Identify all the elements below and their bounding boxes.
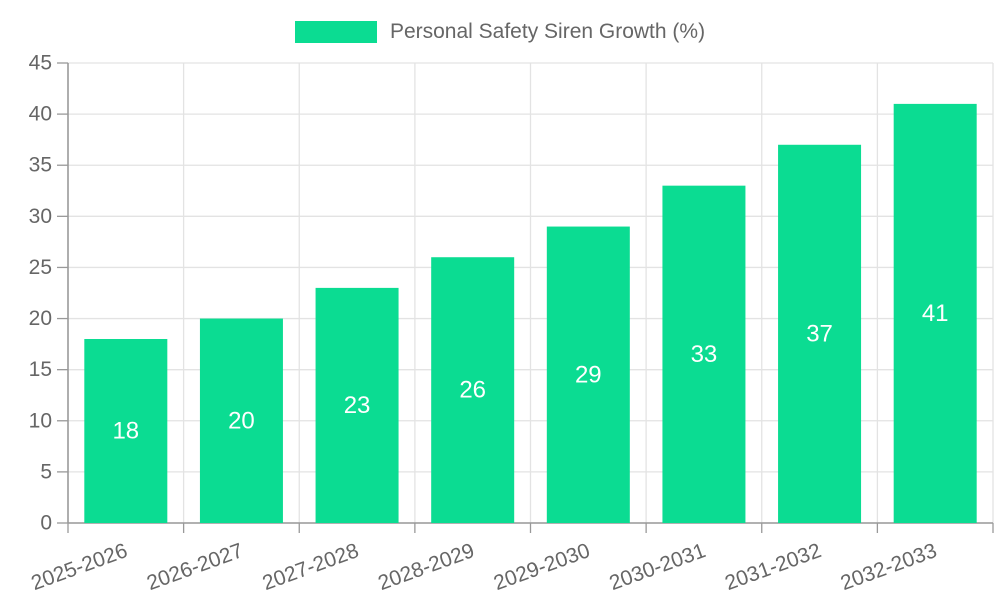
x-axis-label: 2026-2027 xyxy=(144,539,246,595)
chart-legend[interactable]: Personal Safety Siren Growth (%) xyxy=(0,21,1000,43)
y-axis-label: 20 xyxy=(29,307,52,330)
bar[interactable] xyxy=(431,257,515,523)
bar-value-label: 26 xyxy=(459,377,486,404)
y-axis-label: 25 xyxy=(29,256,52,279)
bar-value-label: 33 xyxy=(691,341,718,368)
bar-value-label: 41 xyxy=(922,300,949,327)
y-axis-label: 15 xyxy=(29,358,52,381)
x-axis-label: 2032-2033 xyxy=(838,539,940,595)
y-axis-label: 5 xyxy=(40,460,52,483)
bar-value-label: 37 xyxy=(806,320,833,347)
x-axis-label: 2028-2029 xyxy=(375,539,477,595)
x-axis-label: 2029-2030 xyxy=(491,539,593,595)
x-axis-label: 2030-2031 xyxy=(606,539,708,595)
bar[interactable] xyxy=(546,226,630,524)
bar[interactable] xyxy=(893,103,977,523)
x-axis-label: 2031-2032 xyxy=(722,539,824,595)
bar-value-label: 29 xyxy=(575,361,602,388)
bar[interactable] xyxy=(199,318,283,523)
bar-value-label: 23 xyxy=(344,392,371,419)
legend-swatch xyxy=(294,21,377,43)
bar[interactable] xyxy=(84,339,168,523)
y-axis-label: 10 xyxy=(29,409,52,432)
y-axis-label: 45 xyxy=(29,52,52,75)
bar[interactable] xyxy=(315,287,399,523)
bar-value-label: 20 xyxy=(228,407,255,434)
x-axis-label: 2025-2026 xyxy=(28,539,130,595)
y-axis-label: 0 xyxy=(40,512,52,535)
y-axis-label: 30 xyxy=(29,205,52,228)
y-axis-label: 40 xyxy=(29,103,52,126)
bar[interactable] xyxy=(778,144,862,523)
legend-label: Personal Safety Siren Growth (%) xyxy=(389,20,706,43)
y-axis-label: 35 xyxy=(29,154,52,177)
bar[interactable] xyxy=(662,185,746,523)
x-axis-label: 2027-2028 xyxy=(260,539,362,595)
bar-value-label: 18 xyxy=(112,418,139,445)
